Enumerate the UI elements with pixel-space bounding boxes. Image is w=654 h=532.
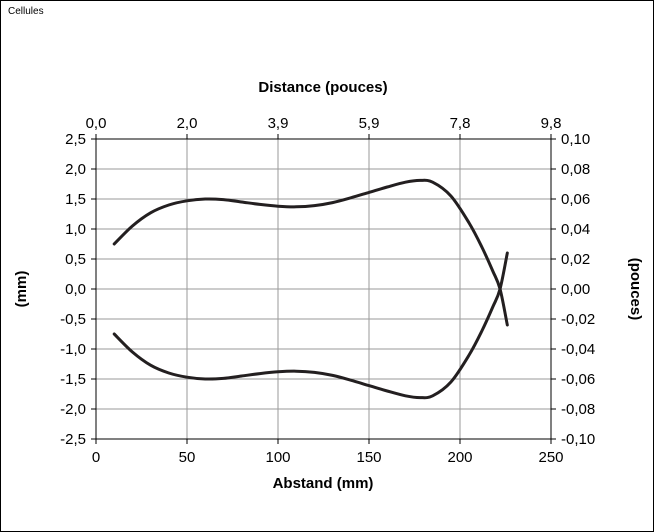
y-left-tick-label: 1,5 (65, 191, 86, 208)
y-axis-left-title: (mm) (13, 271, 30, 308)
y-right-tick-label: 0,04 (561, 221, 590, 238)
y-left-tick-label: -1,0 (60, 341, 86, 358)
y-left-tick-label: 1,0 (65, 221, 86, 238)
x-bottom-tick-label: 0 (92, 449, 100, 466)
y-left-tick-label: 2,5 (65, 131, 86, 148)
y-right-tick-label: -0,06 (561, 371, 595, 388)
x-top-tick-label: 9,8 (541, 115, 562, 132)
x-top-tick-label: 2,0 (177, 115, 198, 132)
y-right-tick-label: -0,02 (561, 311, 595, 328)
x-top-tick-label: 3,9 (268, 115, 289, 132)
x-axis-top-title: Distance (pouces) (258, 79, 387, 96)
panel-title: Cellules (8, 6, 44, 17)
series-lines (112, 178, 509, 400)
x-top-tick-label: 0,0 (86, 115, 107, 132)
y-right-tick-label: 0,08 (561, 161, 590, 178)
y-right-tick-label: -0,08 (561, 401, 595, 418)
y-left-tick-label: -2,5 (60, 431, 86, 448)
y-right-tick-label: 0,00 (561, 281, 590, 298)
x-bottom-tick-label: 200 (447, 449, 472, 466)
y-right-tick-label: 0,06 (561, 191, 590, 208)
y-axis-right-title: (pouces) (627, 258, 644, 321)
x-axis-bottom-title: Abstand (mm) (273, 475, 374, 492)
tick-labels: 0 50 100 150 200 250 0,0 2,0 3,9 5,9 7,8 9,8 2,5 2,0 1… (60, 115, 595, 466)
axes (91, 134, 556, 444)
y-right-tick-label: 0,10 (561, 131, 590, 148)
y-left-tick-label: -0,5 (60, 311, 86, 328)
y-left-tick-label: -2,0 (60, 401, 86, 418)
series-line-0 (112, 178, 509, 327)
y-left-tick-label: 0,5 (65, 251, 86, 268)
series-line-1 (112, 251, 509, 400)
y-right-tick-label: 0,02 (561, 251, 590, 268)
x-bottom-tick-label: 100 (265, 449, 290, 466)
y-left-tick-label: -1,5 (60, 371, 86, 388)
x-bottom-tick-label: 150 (356, 449, 381, 466)
y-left-tick-label: 2,0 (65, 161, 86, 178)
y-left-tick-label: 0,0 (65, 281, 86, 298)
x-top-tick-label: 5,9 (359, 115, 380, 132)
y-right-tick-label: -0,04 (561, 341, 595, 358)
y-right-tick-label: -0,10 (561, 431, 595, 448)
x-bottom-tick-label: 50 (179, 449, 196, 466)
x-top-tick-label: 7,8 (450, 115, 471, 132)
x-bottom-tick-label: 250 (538, 449, 563, 466)
